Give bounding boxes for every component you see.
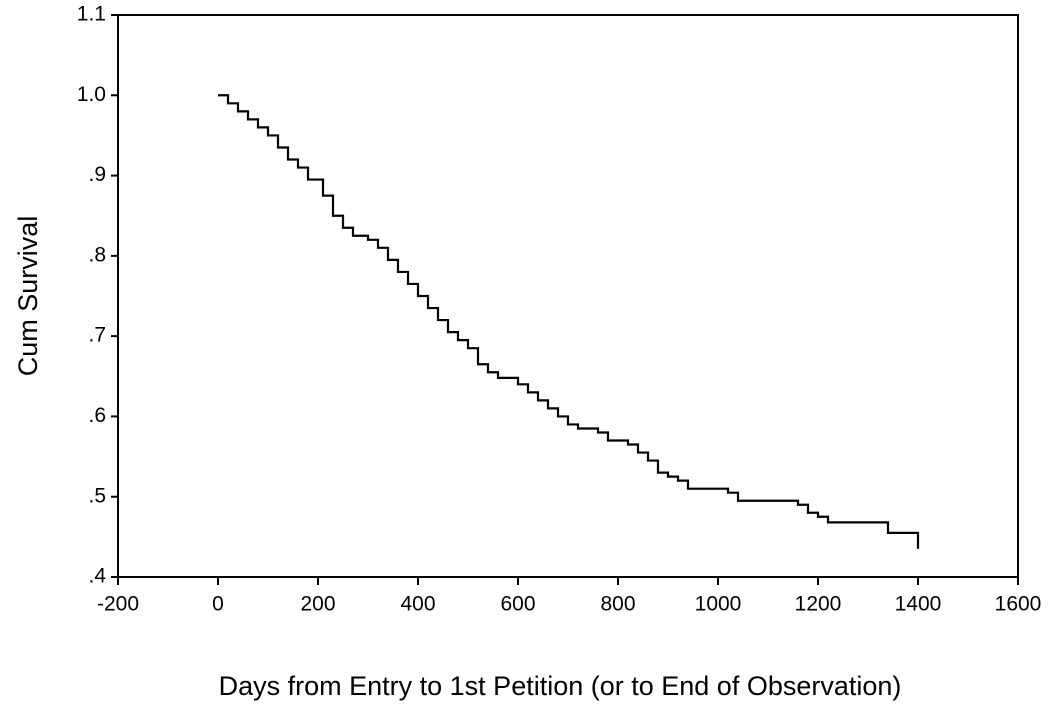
y-axis-title: Cum Survival: [13, 216, 43, 377]
x-tick-label: 1000: [695, 593, 742, 616]
survival-line: [218, 94, 920, 549]
x-axis-title: Days from Entry to 1st Petition (or to E…: [219, 671, 902, 701]
y-tick-label: .8: [88, 243, 106, 266]
y-tick-label: 1.1: [77, 3, 106, 26]
x-tick-label: 1600: [995, 593, 1042, 616]
x-tick-label: 600: [500, 593, 535, 616]
y-tick-label: .4: [88, 565, 106, 588]
y-tick-label: .9: [88, 163, 106, 186]
y-tick-label: 1.0: [77, 83, 106, 106]
x-tick-label: 400: [400, 593, 435, 616]
y-tick-label: .5: [88, 484, 106, 507]
x-tick-label: 0: [212, 593, 224, 616]
x-tick-label: -200: [97, 593, 139, 616]
y-tick-label: .7: [88, 324, 106, 347]
x-tick-label: 1200: [795, 593, 842, 616]
y-tick-label: .6: [88, 404, 106, 427]
x-tick-label: 800: [600, 593, 635, 616]
plot-frame: [117, 14, 1019, 578]
x-tick-label: 200: [300, 593, 335, 616]
x-tick-label: 1400: [895, 593, 942, 616]
